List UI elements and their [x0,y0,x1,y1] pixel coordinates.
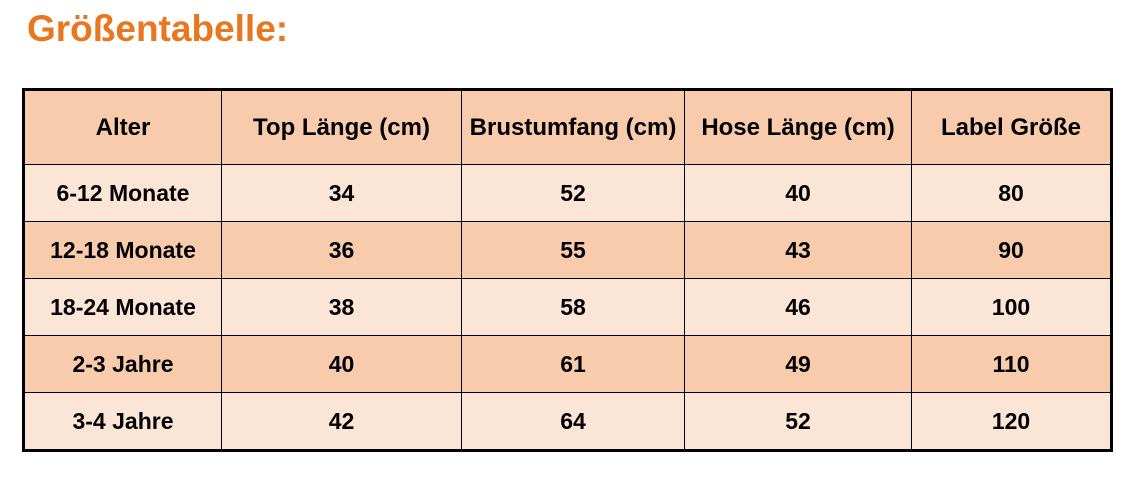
header-cell: Top Länge (cm) [221,89,462,165]
value-cell: 38 [221,278,462,336]
value-cell: 52 [461,164,685,222]
value-cell: 52 [684,392,912,451]
table-row: 6-12 Monate 34 52 40 80 [23,164,1112,222]
row-label-cell: 18-24 Monate [23,278,222,336]
value-cell: 58 [461,278,685,336]
page-title: Größentabelle: [27,8,289,49]
table-row: 2-3 Jahre 40 61 49 110 [23,335,1112,393]
header-cell: Alter [23,89,222,165]
header-cell: Hose Länge (cm) [684,89,912,165]
size-table-header: Alter Top Länge (cm) Brustumfang (cm) Hose … [23,89,1112,165]
header-row: Alter Top Länge (cm) Brustumfang (cm) Hose … [23,89,1112,165]
value-cell: 40 [221,335,462,393]
value-cell: 43 [684,221,912,279]
size-table-body: 6-12 Monate 34 52 40 80 12-18 Monate 36 55 43 90 1… [23,164,1112,451]
value-cell: 120 [911,392,1112,451]
value-cell: 80 [911,164,1112,222]
header-cell: Brustumfang (cm) [461,89,685,165]
value-cell: 49 [684,335,912,393]
header-cell: Label Größe [911,89,1112,165]
value-cell: 61 [461,335,685,393]
value-cell: 100 [911,278,1112,336]
table-row: 12-18 Monate 36 55 43 90 [23,221,1112,279]
row-label-cell: 6-12 Monate [23,164,222,222]
row-label-cell: 12-18 Monate [23,221,222,279]
value-cell: 55 [461,221,685,279]
row-label-cell: 2-3 Jahre [23,335,222,393]
value-cell: 64 [461,392,685,451]
row-label-cell: 3-4 Jahre [23,392,222,451]
value-cell: 46 [684,278,912,336]
value-cell: 90 [911,221,1112,279]
table-row: 3-4 Jahre 42 64 52 120 [23,392,1112,451]
value-cell: 42 [221,392,462,451]
value-cell: 36 [221,221,462,279]
value-cell: 40 [684,164,912,222]
size-table: Alter Top Länge (cm) Brustumfang (cm) Hose … [22,88,1113,452]
table-row: 18-24 Monate 38 58 46 100 [23,278,1112,336]
value-cell: 110 [911,335,1112,393]
value-cell: 34 [221,164,462,222]
